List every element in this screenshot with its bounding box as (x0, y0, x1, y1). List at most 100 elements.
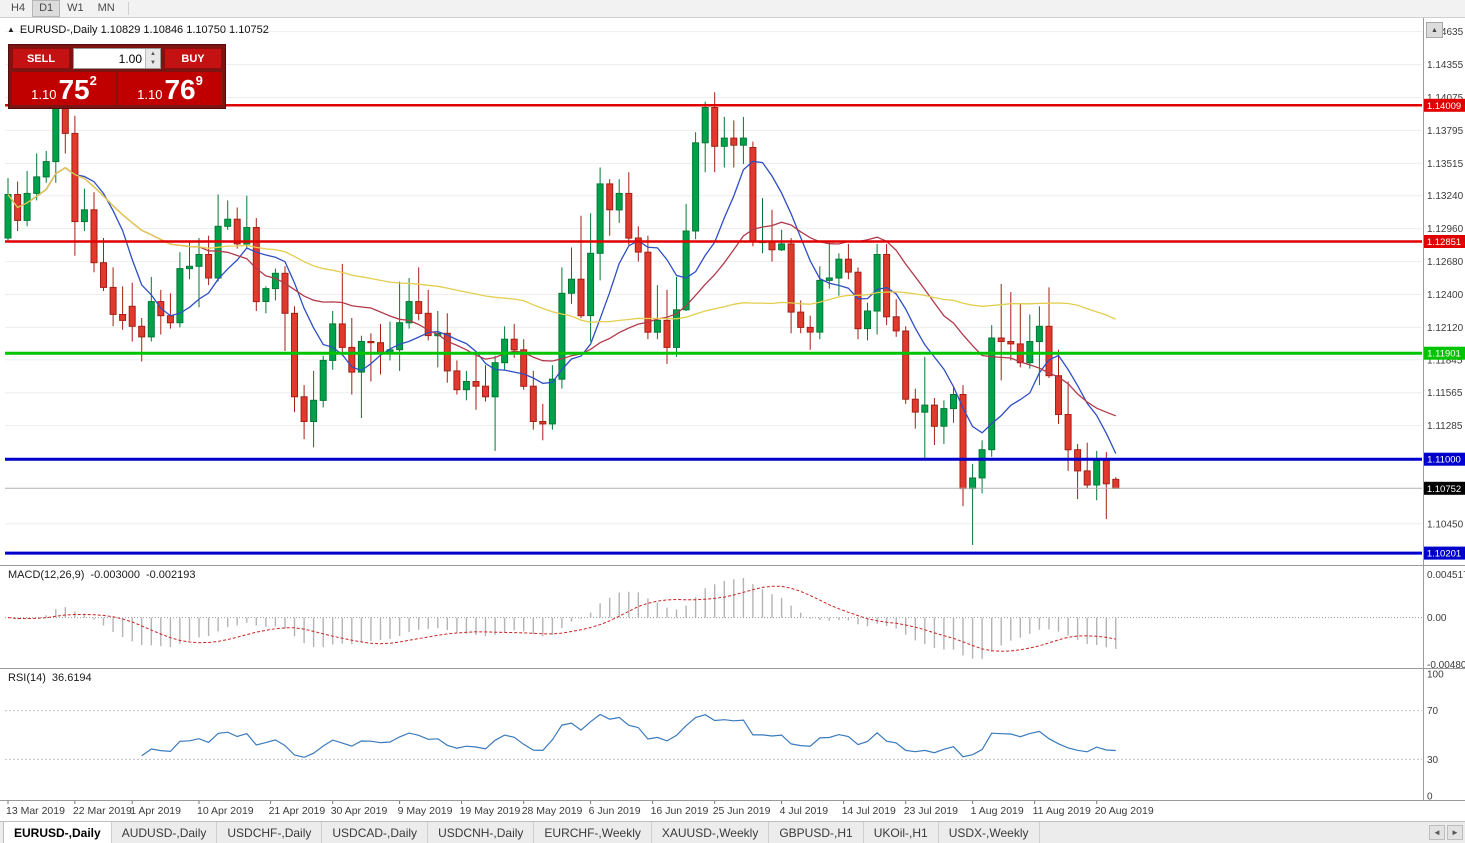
price-chart-canvas[interactable]: 1.14635 1.14355 1.14075 1.13795 1.13515 1.132… (0, 18, 1465, 820)
svg-text:1.14355: 1.14355 (1427, 60, 1464, 71)
chart-tab-XAUUSD-Weekly[interactable]: XAUUSD-,Weekly (652, 822, 770, 843)
chart-tab-UKOil-H1[interactable]: UKOil-,H1 (864, 822, 939, 843)
timeframe-button-H4[interactable]: H4 (11, 2, 26, 14)
svg-text:0.004517: 0.004517 (1427, 570, 1465, 581)
rsi-panel: 100 70 30 0 (5, 670, 1444, 803)
chart-tab-EURCHF-Weekly[interactable]: EURCHF-,Weekly (534, 822, 652, 843)
sell-price-prefix: 1.10 (31, 87, 57, 102)
svg-text:1.12400: 1.12400 (1427, 290, 1464, 301)
svg-text:1.12960: 1.12960 (1427, 224, 1464, 235)
svg-text:19 May 2019: 19 May 2019 (460, 805, 521, 817)
one-click-collapse-icon[interactable]: ▲ (7, 25, 15, 34)
buy-button[interactable]: BUY (164, 48, 222, 69)
svg-text:10 Apr 2019: 10 Apr 2019 (197, 805, 254, 817)
chart-scroll-up-button[interactable]: ▲ (1426, 22, 1443, 38)
svg-text:0.00: 0.00 (1427, 613, 1447, 624)
svg-text:1.11565: 1.11565 (1427, 388, 1463, 399)
chart-tabs-bar: EURUSD-,Daily AUDUSD-,Daily USDCHF-,Daily U… (0, 821, 1465, 843)
svg-text:22 Mar 2019: 22 Mar 2019 (73, 805, 132, 817)
svg-text:30 Apr 2019: 30 Apr 2019 (331, 805, 388, 817)
chart-window: 1.14635 1.14355 1.14075 1.13795 1.13515 1.132… (0, 18, 1465, 821)
price-grid: 1.14635 1.14355 1.14075 1.13795 1.13515 1.132… (5, 27, 1464, 530)
svg-text:1.10752: 1.10752 (1427, 484, 1461, 495)
volume-down-icon[interactable]: ▼ (146, 58, 160, 68)
chart-tab-AUDUSD-Daily[interactable]: AUDUSD-,Daily (112, 822, 218, 843)
tabs-scroll-buttons: ◄ ► (1429, 825, 1463, 840)
chart-tab-GBPUSD-H1[interactable]: GBPUSD-,H1 (769, 822, 864, 843)
svg-text:1.13240: 1.13240 (1427, 191, 1464, 202)
chart-tab-EURUSD-Daily[interactable]: EURUSD-,Daily (3, 822, 112, 843)
svg-text:1.12680: 1.12680 (1427, 257, 1464, 268)
svg-text:11 Aug 2019: 11 Aug 2019 (1033, 805, 1091, 817)
svg-text:6 Jun 2019: 6 Jun 2019 (589, 805, 641, 817)
svg-text:1.13515: 1.13515 (1427, 159, 1464, 170)
chart-tabs: EURUSD-,Daily AUDUSD-,Daily USDCHF-,Daily U… (3, 822, 1040, 843)
svg-text:20 Aug 2019: 20 Aug 2019 (1095, 805, 1154, 817)
svg-text:1.13795: 1.13795 (1427, 126, 1464, 137)
macd-title: MACD(12,26,9) (8, 569, 85, 581)
svg-text:14 Jul 2019: 14 Jul 2019 (842, 805, 896, 817)
timeframe-button-MN[interactable]: MN (97, 2, 115, 14)
svg-text:1.12120: 1.12120 (1427, 323, 1464, 334)
svg-text:0: 0 (1427, 792, 1433, 803)
symbol-ohlc-text: EURUSD-,Daily 1.10829 1.10846 1.10750 1.… (19, 24, 269, 36)
chart-tab-USDCAD-Daily[interactable]: USDCAD-,Daily (322, 822, 429, 843)
svg-text:30: 30 (1427, 755, 1439, 766)
sell-button[interactable]: SELL (12, 48, 70, 69)
svg-text:1.14635: 1.14635 (1427, 27, 1464, 38)
sell-quote[interactable]: 1.10 75 2 (12, 72, 116, 105)
svg-text:28 May 2019: 28 May 2019 (522, 805, 583, 817)
svg-text:16 Jun 2019: 16 Jun 2019 (651, 805, 709, 817)
toolbar-separator (127, 2, 129, 15)
buy-quote[interactable]: 1.10 76 9 (118, 72, 222, 105)
chart-tab-USDX-Weekly[interactable]: USDX-,Weekly (939, 822, 1040, 843)
svg-text:1.11901: 1.11901 (1427, 349, 1461, 360)
buy-price-big: 76 (164, 74, 196, 106)
macd-panel: 0.004517 0.00 -0.004806 (5, 570, 1465, 671)
rsi-header: RSI(14) 36.6194 (8, 672, 92, 684)
svg-text:1.10201: 1.10201 (1427, 549, 1461, 560)
svg-text:-0.004806: -0.004806 (1427, 660, 1465, 671)
sell-price-big: 75 (58, 74, 90, 106)
svg-text:100: 100 (1427, 670, 1444, 681)
timeframe-button-D1[interactable]: D1 (32, 0, 61, 17)
sell-price-pip: 2 (89, 73, 97, 88)
svg-text:4 Jul 2019: 4 Jul 2019 (780, 805, 829, 817)
candles-layer (4, 61, 1120, 545)
timeframe-button-W1[interactable]: W1 (67, 2, 84, 14)
timeframe-toolbar: H4 D1 W1 MN (0, 0, 1465, 18)
macd-main-value: -0.003000 (90, 569, 140, 581)
chart-tab-USDCHF-Daily[interactable]: USDCHF-,Daily (217, 822, 323, 843)
svg-text:9 May 2019: 9 May 2019 (398, 805, 453, 817)
svg-text:1.14075: 1.14075 (1427, 93, 1464, 104)
volume-up-icon[interactable]: ▲ (146, 49, 160, 59)
svg-text:1.11000: 1.11000 (1427, 455, 1461, 466)
tabs-scroll-left-button[interactable]: ◄ (1429, 825, 1445, 840)
macd-signal-value: -0.002193 (145, 569, 196, 581)
svg-text:23 Jul 2019: 23 Jul 2019 (904, 805, 958, 817)
svg-text:70: 70 (1427, 706, 1439, 717)
volume-spinner: ▲ ▼ (145, 49, 160, 68)
buy-price-prefix: 1.10 (137, 87, 163, 102)
chart-symbol-ohlc: ▲ EURUSD-,Daily 1.10829 1.10846 1.10750 … (7, 24, 269, 36)
macd-header: MACD(12,26,9) -0.003000 -0.002193 (8, 569, 196, 581)
rsi-title: RSI(14) (8, 672, 46, 684)
svg-text:1.11845: 1.11845 (1427, 355, 1463, 366)
tabs-scroll-right-button[interactable]: ► (1447, 825, 1463, 840)
chart-tab-USDCNH-Daily[interactable]: USDCNH-,Daily (428, 822, 535, 843)
panel-dividers (0, 18, 1465, 801)
svg-text:1.12851: 1.12851 (1427, 237, 1461, 248)
svg-text:1.14009: 1.14009 (1427, 101, 1461, 112)
level-lines: 1.14009 1.12851 1.11901 1.11000 1.10201 1.107… (5, 98, 1465, 560)
rsi-value: 36.6194 (51, 672, 92, 684)
timeframe-buttons: H4 D1 W1 MN (4, 0, 122, 17)
one-click-trading-panel: SELL ▲ ▼ BUY 1.10 75 2 1.10 76 9 (8, 44, 226, 109)
svg-text:1 Apr 2019: 1 Apr 2019 (130, 805, 181, 817)
svg-text:1.10450: 1.10450 (1427, 519, 1464, 530)
buy-price-pip: 9 (195, 73, 203, 88)
volume-input[interactable] (74, 49, 145, 68)
svg-text:1.11285: 1.11285 (1427, 421, 1463, 432)
volume-box: ▲ ▼ (73, 48, 161, 69)
svg-text:25 Jun 2019: 25 Jun 2019 (713, 805, 771, 817)
